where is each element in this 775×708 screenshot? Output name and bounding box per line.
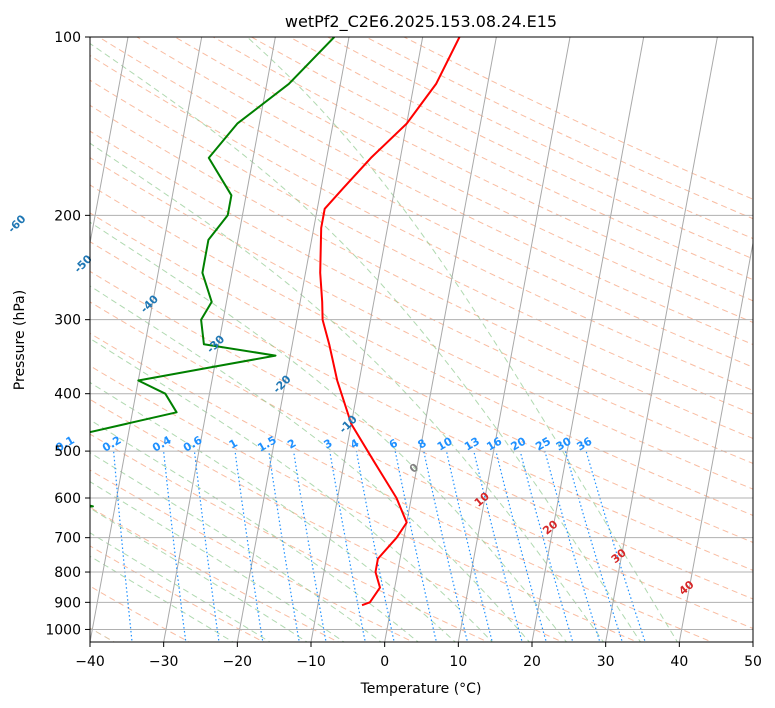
- x-tick-label: 30: [597, 654, 615, 670]
- y-tick-label: 300: [54, 313, 81, 329]
- y-tick-label: 900: [54, 595, 81, 611]
- ticks-layer: −40 −30 −20 −10 0 10 20 30 40 50 100 200 300 400 500 60…: [45, 30, 762, 670]
- isotherm-line: [531, 37, 645, 642]
- x-tick-label: −40: [75, 654, 105, 670]
- mixing-ratio-line: [423, 450, 469, 642]
- dry-adiabat-line: [135, 37, 753, 346]
- isotherm-line: [236, 37, 350, 642]
- mixing-ratio-line: [564, 450, 623, 642]
- x-tick-label: 20: [523, 654, 541, 670]
- dry-adiabat-line: [90, 104, 753, 440]
- dry-adiabat-line: [90, 301, 753, 629]
- y-tick-label: 700: [54, 531, 81, 547]
- dry-adiabat-line: [97, 37, 753, 368]
- chart-title: wetPf2_C2E6.2025.153.08.24.E15: [285, 12, 557, 32]
- mixing-ratio-line: [445, 450, 493, 642]
- mixing-ratio-line: [495, 450, 547, 642]
- y-tick-label: 200: [54, 208, 81, 224]
- y-tick-label: 600: [54, 491, 81, 507]
- isotherm-line: [678, 240, 753, 642]
- x-tick-label: 0: [380, 654, 389, 670]
- isotherm-line: [310, 37, 424, 642]
- mixing-ratio-line: [67, 451, 82, 644]
- dry-adiabat-line: [90, 79, 753, 415]
- mixing-ratio-line: [585, 450, 646, 642]
- mixing-ratio-line: [544, 450, 601, 642]
- x-tick-label: 10: [449, 654, 467, 670]
- x-tick-label: 50: [744, 654, 762, 670]
- mixing-ratio-line: [394, 450, 438, 642]
- dry-adiabat-label: -60: [5, 212, 28, 235]
- plot-background: [90, 37, 753, 642]
- y-tick-label: 400: [54, 387, 81, 403]
- dewpoint-profile: [90, 37, 336, 508]
- mixing-ratio-line: [293, 451, 327, 642]
- moist-adiabat-line: [90, 381, 456, 642]
- mixing-ratio-line: [113, 451, 133, 642]
- plot-frame: [89, 36, 754, 643]
- y-tick-label: 800: [54, 565, 81, 581]
- dry-adiabat-line: [288, 37, 753, 260]
- y-tick-label: 500: [54, 444, 81, 460]
- mixing-ratio-line: [329, 451, 366, 642]
- isotherm-line: [90, 37, 203, 642]
- moist-adiabat-line: [90, 507, 308, 642]
- mixing-ratio-line: [163, 451, 187, 642]
- mixing-ratio-line: [355, 450, 395, 642]
- dry-adiabat-line: [90, 270, 753, 600]
- temperature-profile: [319, 37, 461, 607]
- moist-adiabat-line: [90, 481, 345, 642]
- grid-layer: [0, 24, 753, 645]
- x-tick-label: 40: [670, 654, 688, 670]
- mixing-ratio-line: [234, 451, 264, 642]
- isotherm-line: [163, 37, 276, 642]
- mixing-ratio-line: [268, 451, 300, 642]
- isotherm-line: [457, 37, 571, 642]
- y-tick-label: 1000: [45, 622, 81, 638]
- moist-adiabat-line: [246, 37, 678, 642]
- series-layer: [90, 37, 461, 607]
- mixing-ratio-line: [473, 450, 523, 642]
- mixing-ratio-line: [193, 451, 220, 642]
- moist-adiabat-line: [90, 555, 234, 642]
- dry-adiabat-line: [90, 54, 753, 391]
- dry-adiabat-line: [326, 37, 753, 240]
- y-axis-title: Pressure (hPa): [12, 290, 28, 390]
- isotherm-line: [384, 37, 497, 642]
- dry-adiabat-line: [250, 37, 753, 281]
- moist-adiabat-line: [90, 532, 271, 642]
- x-tick-label: −20: [223, 654, 253, 670]
- isotherm-line: [752, 639, 753, 642]
- isotherm-line: [0, 24, 57, 645]
- y-tick-label: 100: [54, 30, 81, 46]
- dry-adiabat-line: [90, 506, 340, 642]
- moist-adiabat-line: [90, 337, 494, 642]
- isotherm-line: [605, 37, 718, 642]
- isotherm-line: [90, 37, 129, 246]
- mixing-ratio-line: [519, 450, 574, 642]
- dry-adiabat-line: [212, 37, 753, 302]
- x-axis-title: Temperature (°C): [360, 681, 482, 697]
- x-tick-label: −10: [296, 654, 326, 670]
- x-tick-label: −30: [149, 654, 179, 670]
- dry-adiabat-line: [90, 398, 564, 642]
